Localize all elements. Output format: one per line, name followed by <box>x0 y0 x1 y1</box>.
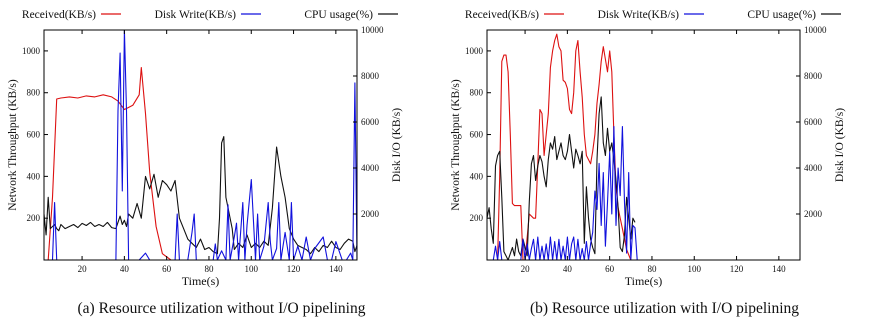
caption-a: (a) Resource utilization without I/O pip… <box>77 300 366 317</box>
series-group <box>44 30 357 260</box>
x-tick-label: 40 <box>563 264 573 274</box>
x-axis-label: Time(s) <box>182 274 220 288</box>
y-tick-label: 200 <box>27 213 41 223</box>
x-tick-label: 100 <box>688 264 702 274</box>
y2-tick-label: 8000 <box>361 71 380 81</box>
y-axis-label: Network Throughput (KB/s) <box>7 79 19 211</box>
y-tick-label: 400 <box>27 171 41 181</box>
series-line-0 <box>487 33 800 260</box>
series-line-1 <box>44 30 357 260</box>
x-tick-label: 60 <box>162 264 172 274</box>
series-line-1 <box>487 126 800 260</box>
chart-panel-a: Received(KB/s) Disk Write(KB/s) CPU usage(… <box>7 9 403 317</box>
x-tick-label: 20 <box>521 264 531 274</box>
plot-frame <box>43 29 358 261</box>
y-axis-label: Network Throughput (KB/s) <box>450 79 462 211</box>
series-line-2 <box>487 96 636 260</box>
y2-axis-label: Disk I/O (KB/s) <box>834 108 846 182</box>
chart-a-svg: Received(KB/s) Disk Write(KB/s) CPU usage(… <box>7 9 403 288</box>
y2-tick-label: 4000 <box>804 163 823 173</box>
x-tick-label: 40 <box>120 264 130 274</box>
y2-axis-label: Disk I/O (KB/s) <box>391 108 403 182</box>
plot-frame <box>486 29 801 261</box>
legend-label: Received(KB/s) <box>22 9 96 21</box>
legend-label: CPU usage(%) <box>304 9 373 21</box>
x-tick-label: 80 <box>204 264 214 274</box>
x-axis-label: Time(s) <box>625 274 663 288</box>
y2-tick-label: 2000 <box>804 209 823 219</box>
x-tick-label: 100 <box>245 264 259 274</box>
y2-tick-label: 6000 <box>804 117 823 127</box>
legend-label: Disk Write(KB/s) <box>598 9 680 21</box>
y-tick-label: 200 <box>470 213 484 223</box>
y2-tick-label: 10000 <box>361 25 384 35</box>
y-tick-label: 400 <box>470 171 484 181</box>
x-tick-label: 60 <box>605 264 615 274</box>
y2-tick-label: 2000 <box>361 209 380 219</box>
legend-label: Disk Write(KB/s) <box>155 9 237 21</box>
y-tick-label: 1000 <box>465 46 484 56</box>
series-line-0 <box>44 67 357 260</box>
y-tick-label: 800 <box>27 88 41 98</box>
series-group <box>487 33 800 260</box>
x-tick-label: 140 <box>772 264 786 274</box>
x-tick-label: 120 <box>730 264 744 274</box>
y-tick-label: 600 <box>27 130 41 140</box>
series-line-2 <box>44 136 357 255</box>
y2-tick-label: 8000 <box>804 71 823 81</box>
y2-tick-label: 6000 <box>361 117 380 127</box>
x-tick-label: 20 <box>78 264 88 274</box>
chart-panel-b: Received(KB/s) Disk Write(KB/s) CPU usage(… <box>443 0 886 326</box>
y-tick-label: 600 <box>470 130 484 140</box>
caption-b: (b) Resource utilization with I/O pipeli… <box>529 300 800 317</box>
chart-b-svg: Received(KB/s) Disk Write(KB/s) CPU usage(… <box>450 9 846 288</box>
y-tick-label: 1000 <box>22 46 41 56</box>
y2-tick-label: 4000 <box>361 163 380 173</box>
x-tick-label: 140 <box>329 264 343 274</box>
y2-tick-label: 10000 <box>804 25 827 35</box>
y-tick-label: 800 <box>470 88 484 98</box>
x-tick-label: 120 <box>287 264 301 274</box>
x-tick-label: 80 <box>647 264 657 274</box>
legend-label: CPU usage(%) <box>747 9 816 21</box>
legend-label: Received(KB/s) <box>465 9 539 21</box>
